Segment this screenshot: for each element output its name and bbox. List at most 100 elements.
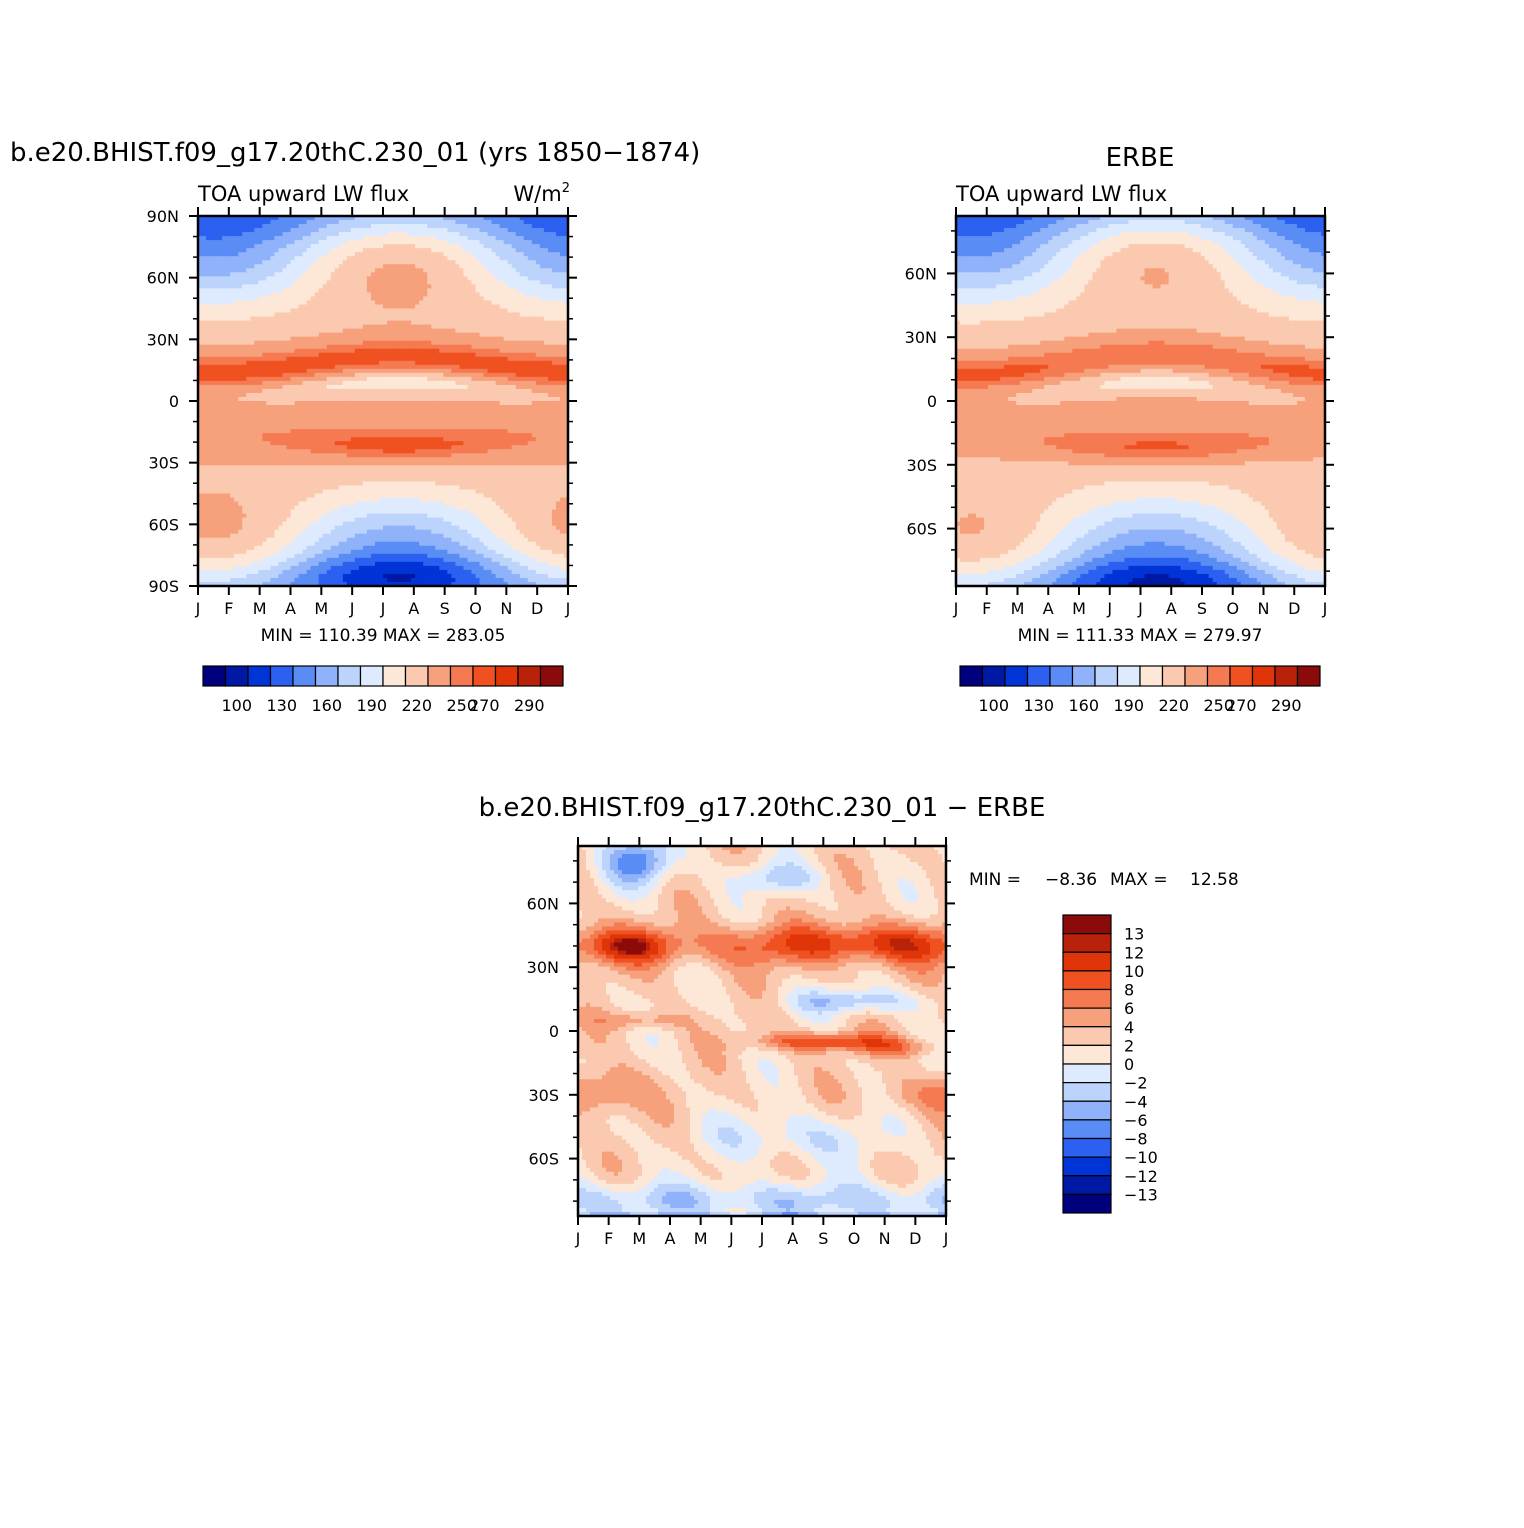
heatmap-cell <box>511 232 517 237</box>
heatmap-cell <box>242 401 247 406</box>
heatmap-cell <box>330 276 336 281</box>
heatmap-cell <box>563 332 569 338</box>
heatmap-cell <box>354 248 360 253</box>
heatmap-cell <box>399 292 404 298</box>
heatmap-cell <box>258 396 263 402</box>
heatmap-cell <box>258 224 263 229</box>
heatmap-cell <box>439 232 444 237</box>
heatmap-cell <box>278 296 284 302</box>
heatmap-cell <box>539 288 545 294</box>
heatmap-cell <box>403 356 408 362</box>
heatmap-cell <box>439 421 444 426</box>
heatmap-cell <box>338 288 344 294</box>
heatmap-cell <box>270 280 276 285</box>
heatmap-cell <box>523 288 529 294</box>
heatmap-cell <box>507 376 513 382</box>
heatmap-cell <box>527 292 533 298</box>
heatmap-cell <box>234 224 239 229</box>
heatmap-cell <box>539 304 545 310</box>
heatmap-cell <box>214 356 219 362</box>
heatmap-cell <box>254 232 259 237</box>
heatmap-cell <box>487 300 493 306</box>
heatmap-cell <box>531 272 537 277</box>
heatmap-cell <box>258 296 263 302</box>
heatmap-cell <box>447 268 452 273</box>
heatmap-cell <box>547 352 553 358</box>
heatmap-cell <box>387 260 392 265</box>
heatmap-cell <box>314 376 320 382</box>
heatmap-cell <box>555 348 561 354</box>
heatmap-cell <box>370 352 376 358</box>
heatmap-cell <box>399 232 404 237</box>
heatmap-cell <box>322 360 328 366</box>
heatmap-cell <box>310 304 316 310</box>
heatmap-cell <box>383 292 388 298</box>
heatmap-cell <box>234 433 239 438</box>
heatmap-cell <box>294 344 300 350</box>
heatmap-cell <box>258 260 263 265</box>
heatmap-cell <box>447 336 452 342</box>
heatmap-cell <box>407 409 412 414</box>
heatmap-cell <box>246 316 251 322</box>
heatmap-cell <box>399 276 404 281</box>
heatmap-cell <box>411 320 416 326</box>
heatmap-cell <box>322 232 328 237</box>
heatmap-cell <box>234 220 239 225</box>
heatmap-cell <box>423 392 428 398</box>
heatmap-cell <box>515 352 521 358</box>
heatmap-cell <box>439 280 444 285</box>
heatmap-cell <box>254 284 259 289</box>
heatmap-cell <box>214 376 219 382</box>
heatmap-cell <box>342 312 348 318</box>
heatmap-cell <box>210 220 215 225</box>
heatmap-cell <box>411 348 416 354</box>
heatmap-cell <box>318 248 324 253</box>
heatmap-cell <box>463 236 469 241</box>
heatmap-cell <box>495 364 501 370</box>
heatmap-cell <box>198 308 203 314</box>
heatmap-cell <box>330 413 336 418</box>
heatmap-cell <box>387 268 392 273</box>
heatmap-cell <box>547 417 553 422</box>
heatmap-cell <box>210 364 215 370</box>
heatmap-cell <box>298 292 304 298</box>
heatmap-cell <box>282 240 288 245</box>
heatmap-cell <box>294 224 300 229</box>
heatmap-cell <box>483 240 489 245</box>
heatmap-cell <box>427 360 432 366</box>
heatmap-cell <box>403 328 408 334</box>
heatmap-cell <box>463 336 469 342</box>
heatmap-cell <box>366 228 372 233</box>
heatmap-cell <box>258 376 263 382</box>
heatmap-cell <box>427 316 432 322</box>
heatmap-cell <box>318 348 324 354</box>
heatmap-cell <box>563 228 569 233</box>
heatmap-cell <box>527 236 533 241</box>
heatmap-cell <box>282 324 288 330</box>
heatmap-cell <box>278 344 284 350</box>
heatmap-cell <box>234 392 239 398</box>
heatmap-cell <box>539 344 545 350</box>
heatmap-cell <box>447 340 452 346</box>
heatmap-cell <box>499 392 505 398</box>
heatmap-cell <box>547 344 553 350</box>
heatmap-cell <box>467 376 473 382</box>
heatmap-cell <box>362 360 368 366</box>
heatmap-cell <box>455 268 461 273</box>
heatmap-cell <box>403 316 408 322</box>
heatmap-cell <box>551 344 557 350</box>
heatmap-cell <box>262 244 267 249</box>
heatmap-cell <box>523 396 529 402</box>
heatmap-cell <box>431 328 436 334</box>
heatmap-cell <box>471 304 477 310</box>
heatmap-cell <box>451 272 456 277</box>
heatmap-cell <box>547 256 553 261</box>
heatmap-cell <box>399 340 404 346</box>
heatmap-cell <box>210 360 215 366</box>
heatmap-cell <box>491 348 497 354</box>
heatmap-cell <box>274 328 280 334</box>
heatmap-cell <box>202 376 207 382</box>
heatmap-cell <box>226 368 231 374</box>
heatmap-cell <box>350 228 356 233</box>
heatmap-cell <box>266 220 271 225</box>
